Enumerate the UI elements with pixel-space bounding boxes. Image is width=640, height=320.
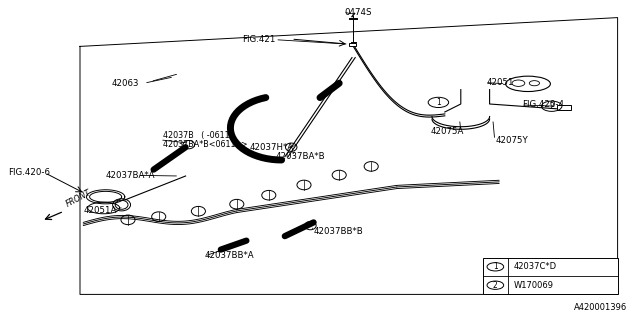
Text: 42037C*D: 42037C*D: [514, 262, 557, 271]
Text: FIG.420-4: FIG.420-4: [522, 100, 564, 109]
Text: W170069: W170069: [514, 281, 554, 290]
Text: 1: 1: [493, 262, 498, 271]
Bar: [557, 105, 571, 110]
Text: 42063: 42063: [112, 79, 140, 88]
Text: A420001396: A420001396: [574, 303, 627, 312]
Text: 42037BA*B<0611- >: 42037BA*B<0611- >: [163, 140, 248, 149]
Text: 42051: 42051: [486, 78, 514, 87]
Text: FIG.421: FIG.421: [242, 35, 275, 44]
Text: 42037BA*A: 42037BA*A: [106, 171, 155, 180]
Text: 42037BB*B: 42037BB*B: [314, 227, 364, 236]
Text: 42037H*A: 42037H*A: [250, 143, 294, 152]
Text: 42037B   ( -0611): 42037B ( -0611): [163, 131, 233, 140]
Text: 2: 2: [549, 102, 554, 111]
Bar: [483, 258, 618, 294]
Text: 0474S: 0474S: [344, 8, 372, 17]
Text: 42075Y: 42075Y: [496, 136, 529, 145]
Text: 42037BB*A: 42037BB*A: [205, 252, 255, 260]
Text: 42075A: 42075A: [430, 127, 463, 136]
Text: FRONT: FRONT: [64, 188, 92, 209]
Text: FIG.420-6: FIG.420-6: [8, 168, 50, 177]
Text: 42037BA*B: 42037BA*B: [275, 152, 325, 161]
Text: 1: 1: [436, 98, 441, 107]
Text: 2: 2: [493, 281, 498, 290]
Bar: [349, 43, 356, 46]
Text: 42051A: 42051A: [83, 206, 116, 215]
